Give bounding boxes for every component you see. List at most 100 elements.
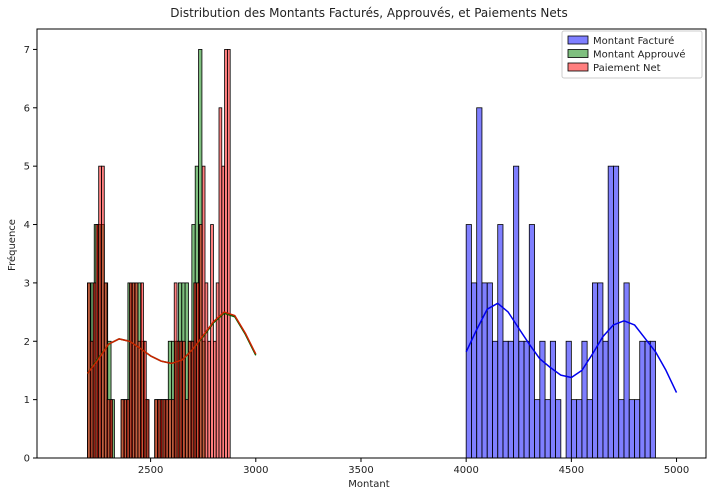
histogram-bar-series-0 — [534, 399, 541, 459]
histogram-bar-series-0 — [544, 399, 551, 459]
histogram-bar-series-0 — [597, 282, 604, 459]
histogram-bar-series-2 — [176, 340, 181, 459]
histogram-bar-series-0 — [591, 282, 599, 459]
histogram-bar-series-0 — [497, 224, 504, 459]
histogram-bar-series-0 — [644, 340, 651, 459]
kde-line-series-2 — [86, 311, 257, 374]
histogram-bar-series-2 — [120, 399, 125, 459]
histogram-bar-series-0 — [492, 340, 499, 459]
histogram-bar-series-2 — [98, 165, 102, 459]
legend-swatch — [567, 35, 589, 45]
histogram-bar-series-2 — [157, 399, 161, 459]
histogram-bar-series-2 — [101, 165, 105, 459]
histogram-bar-series-2 — [185, 399, 189, 459]
histogram-bar-series-2 — [92, 282, 97, 459]
x-tick-label: 3500 — [348, 465, 373, 476]
kde-line-series-0 — [465, 302, 678, 393]
histogram-bar-series-0 — [623, 282, 630, 459]
histogram-bar-series-2 — [173, 282, 178, 459]
histogram-bar-series-2 — [154, 399, 158, 459]
histogram-bar-series-2 — [143, 340, 147, 459]
legend-swatch — [567, 49, 589, 58]
histogram-bars — [87, 49, 656, 459]
x-tick-label: 4000 — [453, 465, 478, 476]
histogram-bar-series-2 — [145, 399, 150, 459]
histogram-bar-series-0 — [471, 282, 478, 459]
legend-swatch — [567, 62, 589, 72]
histogram-bar-series-2 — [106, 399, 111, 459]
histogram-bar-series-2 — [131, 282, 136, 459]
histogram-bar-series-2 — [123, 399, 128, 459]
histogram-bar-series-2 — [140, 282, 144, 459]
histogram-bar-series-2 — [213, 340, 217, 459]
x-axis-label: Montant — [348, 479, 389, 490]
histogram-bar-series-0 — [634, 399, 641, 459]
histogram-bar-series-0 — [502, 340, 509, 459]
histogram-bar-series-2 — [224, 49, 228, 459]
histogram-bar-series-0 — [649, 340, 656, 459]
histogram-bar-series-0 — [586, 399, 593, 459]
histogram-bar-series-2 — [210, 224, 214, 459]
histogram-bar-series-2 — [190, 340, 195, 459]
histogram-bar-series-2 — [196, 282, 200, 459]
histogram-bar-series-2 — [129, 282, 133, 459]
y-axis-label: Fréquence — [6, 219, 18, 271]
histogram-bar-series-0 — [507, 340, 514, 459]
y-tick-label: 5 — [24, 162, 30, 173]
histogram-bar-series-2 — [201, 165, 206, 459]
x-tick-label: 5000 — [664, 465, 689, 476]
histogram-bar-series-0 — [576, 399, 583, 459]
histogram-bar-series-2 — [134, 282, 139, 459]
histogram-bar-series-2 — [226, 49, 231, 459]
histogram-bar-series-0 — [607, 165, 614, 459]
y-tick-label: 2 — [24, 337, 30, 348]
legend: Montant Facturé Montant Approuvé Paiement … — [561, 30, 703, 79]
histogram-bar-series-2 — [103, 282, 108, 459]
histogram-bar-series-0 — [628, 399, 635, 459]
histogram-bar-series-0 — [602, 340, 609, 459]
x-tick-label: 4500 — [559, 465, 584, 476]
x-axis-ticks: 2500 3000 3500 4000 4500 5000 — [138, 458, 689, 476]
histogram-bar-series-2 — [179, 340, 184, 459]
x-tick-label: 3000 — [243, 465, 268, 476]
y-tick-label: 7 — [24, 45, 30, 56]
histogram-bar-series-2 — [89, 340, 94, 459]
histogram-bar-series-2 — [187, 340, 192, 459]
histogram-bar-series-0 — [581, 340, 588, 459]
histogram-bar-series-2 — [193, 282, 198, 459]
histogram-bar-series-2 — [168, 399, 172, 459]
histogram-bar-series-0 — [528, 224, 535, 459]
histogram-bar-series-0 — [513, 165, 520, 459]
histogram-bar-series-0 — [476, 107, 483, 459]
y-axis-ticks: 0 1 2 3 4 5 6 7 — [24, 45, 37, 465]
y-tick-label: 3 — [24, 278, 30, 289]
plot-frame — [36, 28, 707, 459]
histogram-bar-series-2 — [204, 282, 209, 459]
legend-entry: Montant Approuvé — [593, 49, 686, 61]
kde-lines — [86, 302, 678, 393]
histogram-bar-series-2 — [126, 399, 130, 459]
histogram-bar-series-0 — [565, 340, 572, 459]
histogram-bar-series-0 — [555, 399, 562, 459]
histogram-bar-series-2 — [207, 340, 212, 459]
histogram-bar-series-0 — [570, 399, 578, 459]
legend-box — [561, 30, 703, 79]
histogram-bar-series-2 — [137, 340, 142, 459]
chart-title: Distribution des Montants Facturés, Appr… — [170, 6, 567, 20]
legend-entry: Paiement Net — [593, 63, 661, 74]
y-tick-label: 4 — [24, 220, 30, 231]
histogram-bar-series-0 — [613, 165, 620, 459]
histogram-bar-series-2 — [159, 399, 164, 459]
histogram-bar-series-2 — [109, 399, 114, 459]
histogram-bar-series-2 — [171, 399, 175, 459]
histogram-bar-series-0 — [639, 340, 646, 459]
histogram-bar-series-2 — [215, 282, 220, 459]
histogram-bar-series-0 — [523, 340, 530, 459]
y-tick-label: 1 — [24, 395, 30, 406]
histogram-bar-series-2 — [165, 399, 170, 459]
histogram-bar-series-0 — [518, 340, 525, 459]
histogram-bar-series-0 — [549, 340, 556, 459]
legend-entry: Montant Facturé — [593, 35, 674, 47]
y-tick-label: 6 — [24, 103, 30, 114]
